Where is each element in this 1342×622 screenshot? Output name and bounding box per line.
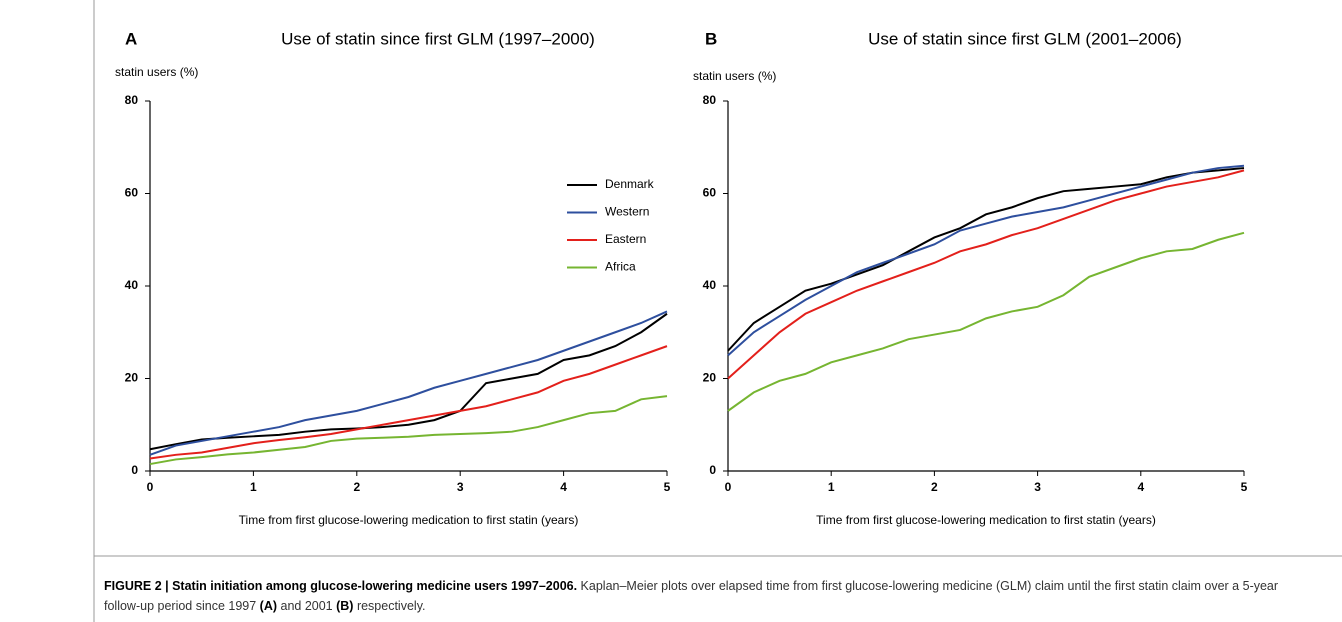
caption-text: Kaplan–Meier plots over elapsed time fro… [104,579,1279,613]
x-tick-label: 1 [828,480,835,494]
y-tick-label: 40 [703,278,717,292]
legend-label: Western [605,205,649,219]
series-line [727,231,1245,412]
y-tick-label: 60 [125,186,139,200]
x-tick-label: 5 [664,480,671,494]
series-line [727,169,1245,380]
x-tick-label: 0 [725,480,732,494]
series-line [727,164,1245,357]
y-tick-label: 0 [131,463,138,477]
x-tick-label: 2 [353,480,360,494]
y-axis-label: statin users (%) [115,65,198,79]
x-tick-label: 4 [560,480,567,494]
chart-title: Use of statin since first GLM (1997–2000… [281,29,595,48]
legend-label: Denmark [605,177,655,191]
caption-text: respectively. [353,599,426,613]
chart-title: Use of statin since first GLM (2001–2006… [868,29,1182,48]
y-tick-label: 80 [125,93,139,107]
x-tick-label: 2 [931,480,938,494]
caption-label: FIGURE 2 | Statin initiation among gluco… [104,579,578,593]
y-tick-label: 0 [709,463,716,477]
legend-label: Africa [605,260,636,274]
caption-ref: (A) [259,599,278,613]
y-tick-label: 20 [125,371,139,385]
x-tick-label: 0 [147,480,154,494]
x-axis-label: Time from first glucose-lowering medicat… [239,513,579,527]
caption-text: and 2001 [277,599,337,613]
series-line [727,167,1245,352]
x-axis-label: Time from first glucose-lowering medicat… [816,513,1156,527]
y-tick-label: 20 [703,371,717,385]
panel-label: B [705,29,717,48]
x-tick-label: 4 [1137,480,1144,494]
caption: FIGURE 2 | Statin initiation among gluco… [104,576,1304,616]
x-tick-label: 3 [1034,480,1041,494]
caption-ref: (B) [336,599,354,613]
panel-label: A [125,29,137,48]
y-tick-label: 80 [703,93,717,107]
x-tick-label: 1 [250,480,257,494]
series-line [149,312,668,451]
y-tick-label: 40 [125,278,139,292]
x-tick-label: 5 [1241,480,1248,494]
y-axis-label: statin users (%) [693,69,776,83]
legend-label: Eastern [605,232,646,246]
y-tick-label: 60 [703,186,717,200]
series-line [149,345,668,460]
series-line [149,395,668,466]
x-tick-label: 3 [457,480,464,494]
series-line [149,310,668,456]
